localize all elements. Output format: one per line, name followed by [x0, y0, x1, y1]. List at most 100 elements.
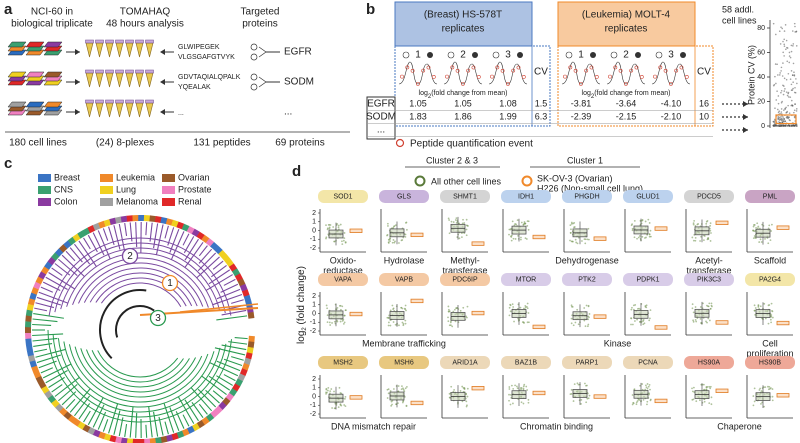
protein-header [745, 190, 795, 203]
tube [95, 72, 104, 88]
event [594, 74, 599, 79]
tube [125, 42, 134, 58]
protein-header [379, 356, 429, 369]
cv-point [780, 66, 783, 69]
protein-name: SHMT1 [453, 193, 477, 200]
sample-point [709, 387, 712, 390]
sample-point [513, 320, 515, 323]
protein-header [379, 190, 429, 203]
sample-point [526, 321, 529, 324]
sample-point [466, 387, 469, 390]
line [51, 384, 63, 393]
cv-point [783, 45, 786, 47]
sample-point [406, 228, 408, 231]
line [124, 223, 128, 237]
sample-point [758, 241, 761, 243]
sample-point [644, 305, 647, 308]
sample-point [763, 405, 765, 408]
line [40, 367, 54, 374]
sample-point [386, 222, 389, 225]
sample-point [768, 385, 771, 388]
cv-point [795, 31, 798, 33]
protein-header [623, 273, 673, 286]
sample-point [646, 403, 648, 406]
leaf [132, 214, 139, 222]
table-cell: 1.05 [454, 98, 472, 108]
line [102, 228, 109, 241]
category-label: Kinase [604, 338, 632, 348]
line [223, 374, 236, 382]
replicate-icon [427, 52, 433, 58]
sample-point [588, 313, 591, 315]
sample-point [759, 238, 762, 241]
legend-swatch [162, 186, 175, 194]
sample-point [465, 400, 468, 403]
sample-point [633, 388, 636, 391]
sample-point [328, 226, 331, 229]
box-cluster1 [593, 394, 607, 399]
leaf [143, 215, 151, 222]
cv-point [783, 109, 785, 111]
sample-point [577, 236, 580, 239]
sample-point [705, 320, 707, 323]
sample-point [631, 403, 634, 406]
sample-point [760, 390, 763, 392]
sample-point [643, 322, 646, 325]
table-cell: -2.15 [616, 111, 637, 121]
sample-point [648, 393, 651, 396]
sample-point [387, 316, 390, 319]
protein-name: PDCD5 [697, 193, 721, 200]
line [212, 260, 224, 270]
cv-point [792, 87, 794, 90]
sample-point [649, 388, 651, 391]
event [684, 74, 689, 79]
leaf [25, 338, 32, 345]
sample-point [693, 219, 696, 222]
sample-point [403, 390, 406, 393]
sample-point [462, 306, 465, 309]
sample-point [692, 320, 695, 323]
sample-point [508, 314, 511, 317]
protein-header [745, 273, 795, 286]
sample-point [588, 316, 590, 319]
leaf [33, 281, 42, 290]
sample-point [648, 222, 651, 224]
cv-header: CV [534, 67, 548, 78]
sample-point [328, 224, 331, 226]
sample-point [387, 238, 390, 241]
text: (fold change from mean) [594, 90, 670, 97]
legend-swatch [100, 186, 113, 194]
sample-point [516, 385, 518, 388]
plate [7, 101, 27, 108]
protein-name: MSH6 [394, 359, 414, 366]
sample-point [336, 306, 339, 309]
sample-point [707, 237, 710, 239]
sample-point [386, 388, 389, 391]
cv-point [793, 74, 796, 77]
group-title: replicates [605, 24, 648, 35]
cv-box [775, 114, 797, 125]
cv-point [786, 111, 788, 114]
cluster-marker [161, 274, 179, 292]
sample-point [329, 324, 332, 326]
protein-header [501, 190, 551, 203]
cv-point [779, 72, 781, 74]
table-cell: -4.10 [661, 98, 682, 108]
sample-point [404, 235, 407, 238]
leaf [154, 437, 162, 443]
sample-point [458, 237, 461, 240]
tick-label: 0 [312, 310, 316, 317]
legend-text: Renal [178, 196, 202, 206]
sample-point [763, 302, 766, 305]
sample-point [630, 317, 632, 320]
tube-cap [95, 99, 104, 104]
cv-point [790, 83, 793, 86]
sample-point [573, 383, 576, 386]
cv-point [787, 91, 790, 94]
event [639, 74, 644, 79]
sample-point [588, 394, 591, 397]
line [65, 398, 76, 410]
group-title: replicates [442, 24, 485, 35]
sample-point [389, 309, 392, 312]
sample-point [465, 228, 468, 231]
